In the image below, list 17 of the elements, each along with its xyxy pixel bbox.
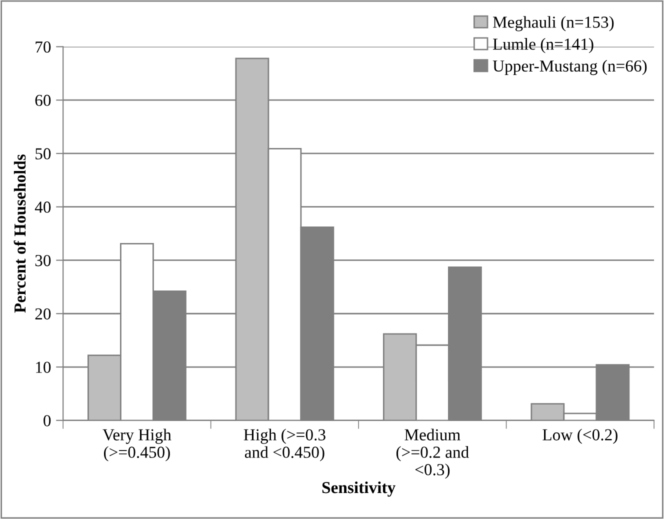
y-axis-title: Percent of Households xyxy=(14,154,26,313)
y-tick-label: 70 xyxy=(36,41,51,53)
y-tick-label: 0 xyxy=(44,415,51,426)
y-tick-label: 10 xyxy=(36,362,51,373)
legend-label: Meghauli (n=153) xyxy=(492,16,614,32)
y-tick-label: 40 xyxy=(34,202,51,213)
legend-label: Upper-Mustang (n=66) xyxy=(492,60,647,76)
legend-label: Lumle (n=141) xyxy=(492,38,594,54)
x-tick-label: Low (<0.2) xyxy=(542,428,618,444)
x-tick-label: High (>=0.3 and <0.450) xyxy=(244,428,326,462)
y-tick-label: 20 xyxy=(35,308,51,320)
x-tick-label: Medium (>=0.2 and <0.3) xyxy=(396,428,469,479)
y-tick-label: 50 xyxy=(36,148,51,160)
x-axis-title: Sensitivity xyxy=(322,481,396,497)
x-tick-label: Very High (>=0.450) xyxy=(102,428,172,462)
y-tick-label: 60 xyxy=(35,94,51,106)
y-tick-label: 30 xyxy=(35,254,51,266)
